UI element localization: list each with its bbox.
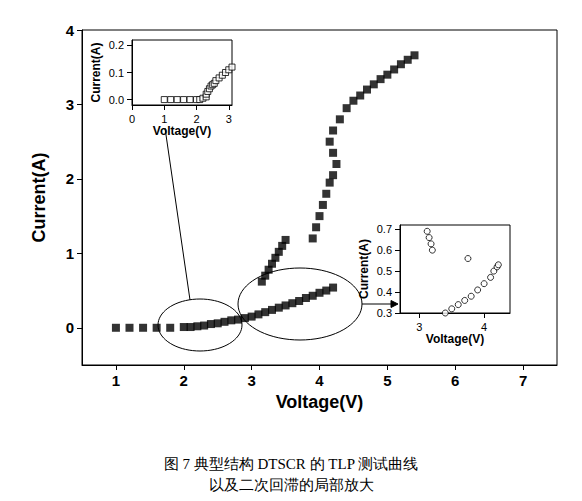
svg-text:4: 4 <box>315 372 324 389</box>
svg-text:Voltage(V): Voltage(V) <box>153 124 211 138</box>
svg-text:4: 4 <box>481 321 487 333</box>
svg-text:2: 2 <box>180 372 188 389</box>
svg-text:Current(A): Current(A) <box>357 239 371 299</box>
svg-text:0: 0 <box>66 319 74 336</box>
svg-text:4: 4 <box>66 22 75 39</box>
svg-text:5: 5 <box>383 372 391 389</box>
svg-text:1: 1 <box>161 113 167 125</box>
svg-text:1: 1 <box>112 372 120 389</box>
svg-text:0.0: 0.0 <box>109 94 124 106</box>
svg-text:1: 1 <box>66 245 74 262</box>
svg-text:Current(A): Current(A) <box>89 43 103 103</box>
svg-text:3: 3 <box>247 372 255 389</box>
svg-text:7: 7 <box>519 372 527 389</box>
svg-text:Current(A): Current(A) <box>29 153 49 243</box>
svg-text:3: 3 <box>226 113 232 125</box>
svg-text:2: 2 <box>193 113 199 125</box>
svg-text:0.6: 0.6 <box>377 244 392 256</box>
svg-text:以及二次回滞的局部放大: 以及二次回滞的局部放大 <box>209 477 374 493</box>
svg-text:图 7 典型结构 DTSCR 的 TLP 测试曲线: 图 7 典型结构 DTSCR 的 TLP 测试曲线 <box>164 456 418 472</box>
svg-text:3: 3 <box>416 321 422 333</box>
svg-text:6: 6 <box>451 372 459 389</box>
svg-text:0: 0 <box>129 113 135 125</box>
svg-text:2: 2 <box>66 170 74 187</box>
svg-text:0.4: 0.4 <box>377 286 392 298</box>
svg-text:0.1: 0.1 <box>109 67 124 79</box>
svg-text:0.5: 0.5 <box>377 265 392 277</box>
svg-text:0.7: 0.7 <box>377 223 392 235</box>
svg-text:Voltage(V): Voltage(V) <box>426 332 484 346</box>
svg-text:3: 3 <box>66 96 74 113</box>
svg-text:Voltage(V): Voltage(V) <box>276 392 364 412</box>
svg-text:0.3: 0.3 <box>377 307 392 319</box>
svg-text:0.2: 0.2 <box>109 39 124 51</box>
